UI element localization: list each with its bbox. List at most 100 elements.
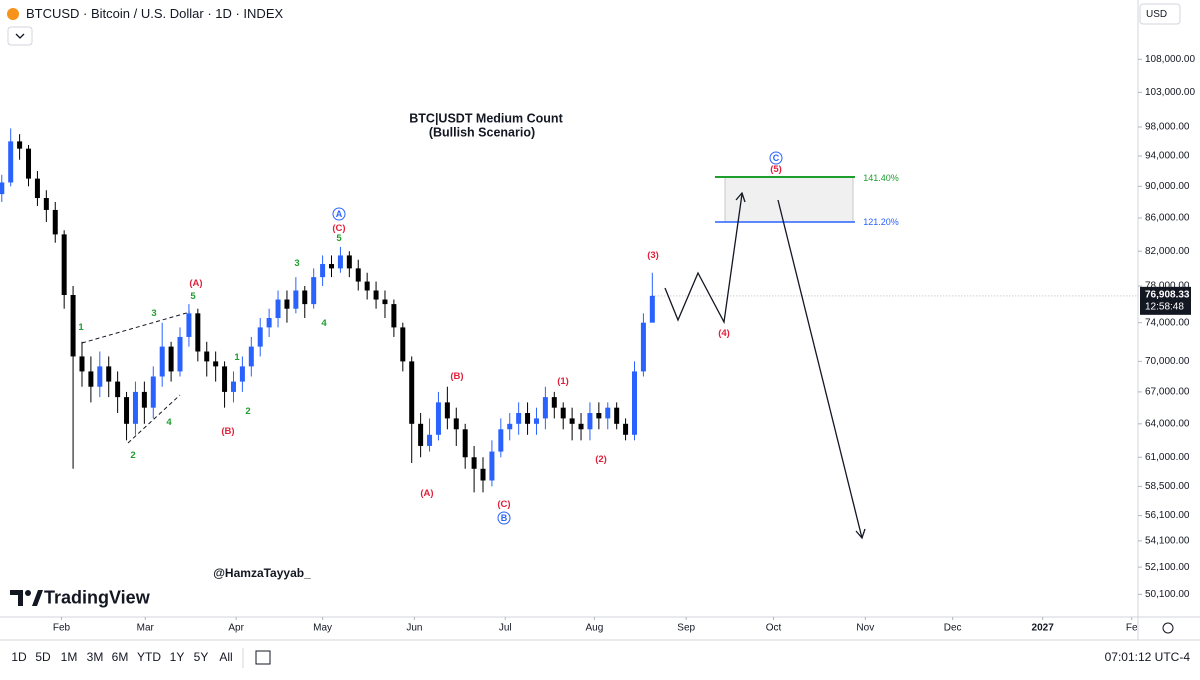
logo-text: TradingView	[44, 587, 151, 607]
candle-body	[462, 429, 468, 458]
candle-body	[266, 317, 272, 328]
projection-path	[664, 193, 743, 325]
y-tick-label: 70,000.00	[1145, 356, 1190, 367]
candle-body	[596, 413, 602, 419]
wave-label: 5	[336, 233, 342, 244]
candle-body	[43, 198, 49, 210]
candle-body	[507, 423, 513, 430]
x-tick-label: May	[313, 623, 332, 634]
candle-body	[132, 391, 138, 424]
range-button[interactable]: 5Y	[194, 650, 209, 664]
candle-body	[640, 322, 646, 372]
last-price-box	[1140, 286, 1191, 315]
candle-body	[498, 429, 504, 452]
x-tick-label: Aug	[585, 623, 603, 634]
range-button[interactable]: 6M	[112, 650, 129, 664]
candle-body	[70, 295, 76, 357]
logo-mark	[32, 590, 43, 606]
candle-body	[34, 178, 40, 199]
candle-body	[275, 299, 281, 318]
y-tick-label: 94,000.00	[1145, 151, 1190, 162]
countdown: 12:58:48	[1145, 301, 1184, 312]
wave-label: 2	[245, 406, 250, 417]
wave-label: (5)	[770, 164, 782, 175]
candle-body	[204, 351, 210, 362]
last-price-label: 76,908.33	[1145, 289, 1190, 300]
candle-body	[141, 391, 147, 408]
wave-label: 1	[78, 322, 84, 333]
collapse-button[interactable]	[7, 26, 33, 46]
candle-body	[222, 366, 228, 392]
wave-label: (B)	[450, 371, 463, 382]
logo-mark	[25, 590, 31, 596]
settings-icon[interactable]	[1162, 622, 1174, 634]
candle-body	[115, 381, 121, 398]
candle-body	[489, 451, 495, 481]
candle-body	[26, 148, 32, 179]
x-tick-label: Sep	[677, 623, 695, 634]
wave-label: (A)	[189, 278, 202, 289]
clock: 07:01:12 UTC-4	[1105, 650, 1191, 664]
arrow-head	[735, 191, 746, 203]
y-tick-label: 58,500.00	[1145, 481, 1190, 492]
candle-body	[230, 381, 236, 392]
y-tick-label: 98,000.00	[1145, 122, 1190, 133]
y-tick-label: 103,000.00	[1145, 87, 1195, 98]
candle-body	[52, 209, 58, 235]
candle-body	[605, 407, 611, 419]
x-tick-label: Apr	[228, 623, 244, 634]
y-tick-label: 67,000.00	[1145, 387, 1190, 398]
candle-body	[195, 313, 201, 352]
range-button[interactable]: 3M	[87, 650, 104, 664]
x-tick-label: Nov	[856, 623, 874, 634]
y-tick-label: 64,000.00	[1145, 418, 1190, 429]
y-tick-label: 52,100.00	[1145, 562, 1190, 573]
fib-label: 141.40%	[863, 173, 899, 183]
target-zone	[724, 176, 854, 223]
y-tick-label: 108,000.00	[1145, 54, 1195, 65]
x-tick-label: Dec	[944, 623, 962, 634]
x-tick-label: Jun	[406, 623, 422, 634]
candle-body	[435, 402, 441, 435]
candle-body	[453, 418, 459, 430]
candle-body	[284, 299, 290, 309]
wave-degree-label: A	[336, 209, 343, 219]
y-tick-label: 56,100.00	[1145, 510, 1190, 521]
candle-body	[560, 407, 566, 419]
wave-circle	[769, 151, 783, 165]
candle-body	[587, 413, 593, 430]
candle-body	[542, 397, 548, 419]
wave-label: 3	[151, 308, 156, 319]
wave-label: (A)	[420, 488, 433, 499]
range-button[interactable]: All	[219, 650, 232, 664]
triangle-line	[81, 311, 191, 344]
range-button[interactable]: 1M	[61, 650, 78, 664]
candle-body	[159, 346, 165, 377]
y-tick-label: 86,000.00	[1145, 213, 1190, 224]
candle-body	[168, 346, 174, 372]
wave-label: (2)	[595, 454, 607, 465]
range-button[interactable]: 1Y	[170, 650, 185, 664]
wave-label: 3	[294, 258, 299, 269]
candle-body	[329, 264, 335, 269]
chevron	[15, 33, 25, 39]
wave-label: 5	[190, 291, 196, 302]
currency-button[interactable]	[1139, 3, 1181, 25]
candle-body	[623, 423, 629, 435]
candle-body	[337, 255, 343, 269]
range-button[interactable]: 1D	[11, 650, 27, 664]
candle-body	[61, 234, 67, 296]
candle-body	[516, 413, 522, 424]
range-button[interactable]: 5D	[35, 650, 51, 664]
fib-label: 121.20%	[863, 217, 899, 227]
date-range-icon[interactable]	[255, 650, 271, 665]
arrow-head	[855, 528, 866, 540]
candle-body	[0, 182, 5, 195]
candle-body	[418, 423, 424, 446]
candle-body	[578, 423, 584, 430]
range-button[interactable]: YTD	[137, 650, 161, 664]
triangle-line	[127, 394, 181, 444]
x-tick-label: Fe	[1126, 623, 1138, 634]
candle-body	[124, 397, 130, 424]
